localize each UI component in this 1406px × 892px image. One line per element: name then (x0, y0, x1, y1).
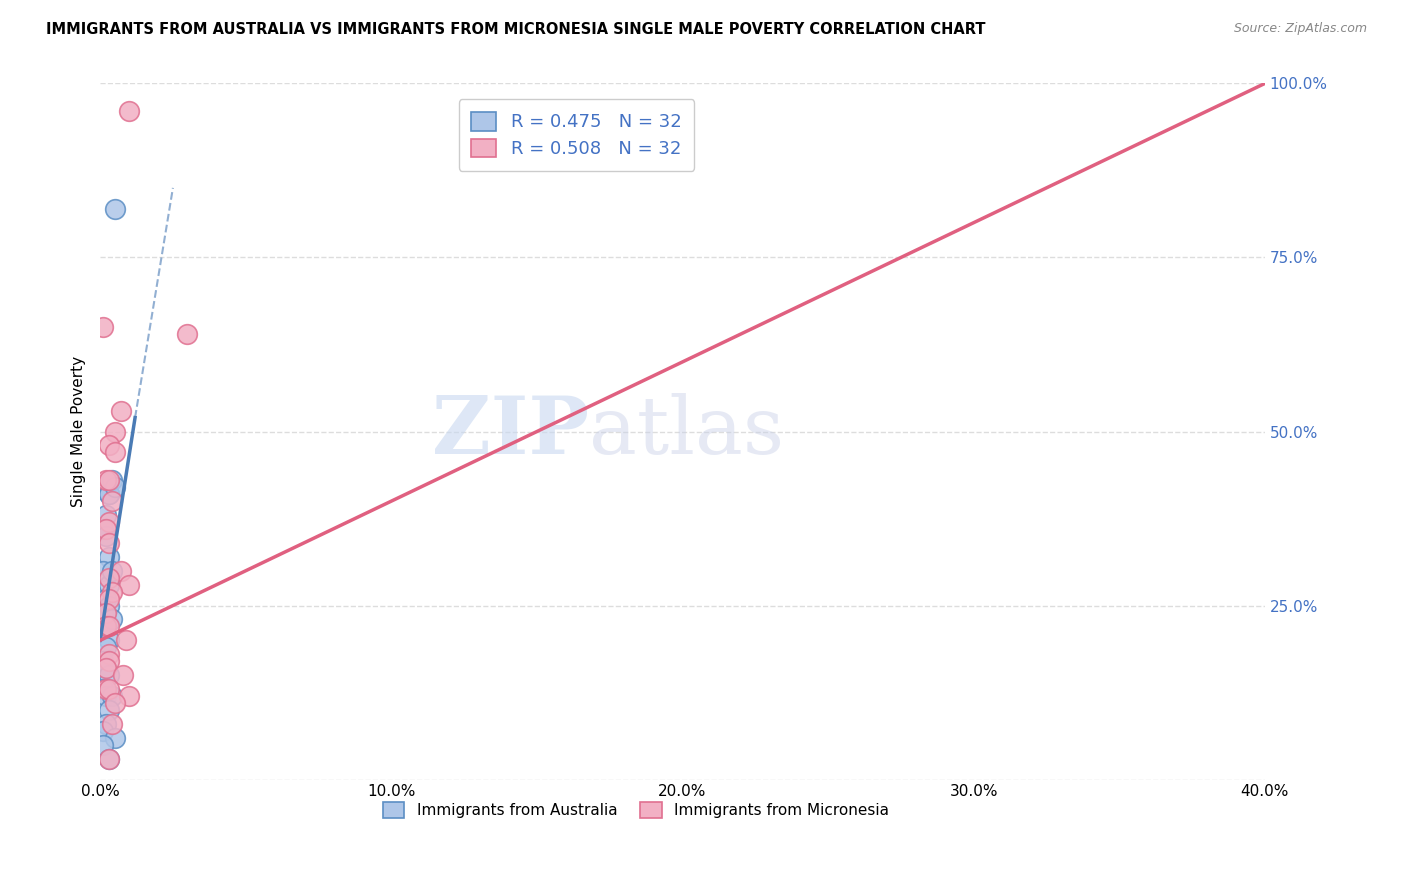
Point (91, 654, 114, 668)
Point (94, 717, 117, 731)
Point (97, 438, 120, 452)
Point (112, 668, 135, 682)
Point (100, 564, 122, 578)
Point (97, 648, 120, 662)
Point (94, 661, 117, 675)
Point (94, 606, 117, 620)
Point (118, 689, 141, 703)
Point (94, 661, 117, 675)
Point (91, 723, 114, 738)
Point (104, 731, 127, 745)
Point (94, 619, 117, 633)
Text: ZIP: ZIP (432, 392, 589, 470)
Point (100, 584, 122, 599)
Point (104, 696, 127, 710)
Point (97, 599, 120, 613)
Point (91, 320, 114, 334)
Point (118, 577, 141, 591)
Point (97, 633, 120, 648)
Point (94, 682, 117, 697)
Point (110, 403, 132, 417)
Point (91, 480, 114, 494)
Point (94, 591, 117, 606)
Text: Source: ZipAtlas.com: Source: ZipAtlas.com (1233, 22, 1367, 36)
Point (97, 473, 120, 487)
Point (100, 689, 122, 703)
Point (104, 425, 127, 439)
Point (94, 522, 117, 536)
Point (91, 682, 114, 697)
Point (97, 703, 120, 717)
Point (97, 515, 120, 529)
Point (100, 494, 122, 508)
Point (100, 717, 122, 731)
Point (104, 480, 127, 494)
Text: atlas: atlas (589, 392, 785, 470)
Point (104, 202, 127, 216)
Point (94, 529, 117, 543)
Point (94, 473, 117, 487)
Point (91, 564, 114, 578)
Point (100, 612, 122, 626)
Point (104, 445, 127, 459)
Point (94, 640, 117, 655)
Point (97, 487, 120, 501)
Point (97, 571, 120, 585)
Point (97, 752, 120, 766)
Point (97, 682, 120, 697)
Point (118, 104, 141, 119)
Point (91, 606, 114, 620)
Point (110, 564, 132, 578)
Text: IMMIGRANTS FROM AUSTRALIA VS IMMIGRANTS FROM MICRONESIA SINGLE MALE POVERTY CORR: IMMIGRANTS FROM AUSTRALIA VS IMMIGRANTS … (46, 22, 986, 37)
Point (100, 473, 122, 487)
Point (115, 633, 138, 648)
Point (94, 508, 117, 522)
Point (91, 522, 114, 536)
Point (97, 549, 120, 564)
Point (97, 654, 120, 668)
Point (97, 487, 120, 501)
Point (94, 619, 117, 633)
Point (97, 536, 120, 550)
Point (97, 577, 120, 591)
Point (97, 668, 120, 682)
Point (97, 752, 120, 766)
Point (97, 619, 120, 633)
Point (97, 591, 120, 606)
Legend: Immigrants from Australia, Immigrants from Micronesia: Immigrants from Australia, Immigrants fr… (377, 796, 894, 824)
Point (176, 327, 198, 342)
Y-axis label: Single Male Poverty: Single Male Poverty (72, 356, 86, 507)
Point (91, 738, 114, 752)
Point (94, 689, 117, 703)
